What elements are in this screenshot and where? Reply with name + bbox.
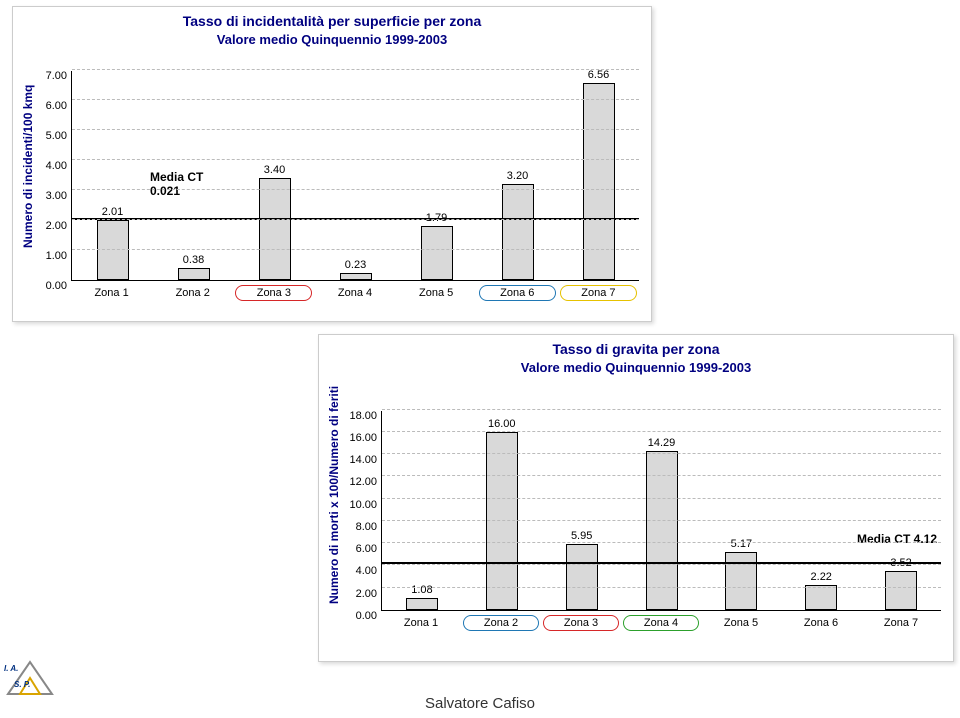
bar — [725, 552, 757, 609]
xtick-label: Zona 3 — [543, 615, 619, 631]
bar-col: 1.08 — [382, 584, 462, 610]
chart-incidentalita: Tasso di incidentalità per superficie pe… — [12, 6, 652, 322]
bar-col: 2.01 — [72, 206, 153, 280]
grid-line — [382, 564, 941, 565]
bar-value-label: 5.95 — [571, 530, 592, 542]
bar-col: 5.17 — [701, 538, 781, 609]
grid-line — [382, 542, 941, 543]
chart1-plot: 2.01 0.38 3.40 0.23 1.79 3.20 6.56 Media CT0.0… — [71, 71, 639, 281]
grid-line — [72, 219, 639, 220]
bar-col: 14.29 — [622, 437, 702, 610]
bar-value-label: 0.38 — [183, 254, 204, 266]
xtick-label: Zona 1 — [73, 285, 150, 301]
bar-col: 0.38 — [153, 254, 234, 279]
chart1-media-label: Media CT0.021 — [150, 171, 203, 197]
bar — [566, 544, 598, 610]
xtick-label: Zona 4 — [316, 285, 393, 301]
grid-line — [72, 159, 639, 160]
grid-line — [382, 520, 941, 521]
chart1-plot-wrap: Numero di incidenti/100 kmq 0.001.002.00… — [13, 51, 651, 281]
bar-value-label: 3.40 — [264, 164, 285, 176]
bar-value-label: 2.01 — [102, 206, 123, 218]
xtick-label: Zona 2 — [463, 615, 539, 631]
chart2-ylabel: Numero di morti x 100/Numero di feriti — [325, 379, 343, 611]
chart1-xticks: Zona 1Zona 2Zona 3Zona 4 Zona 5Zona 6Zona… — [71, 281, 639, 301]
bar-col: 16.00 — [462, 418, 542, 610]
bar — [259, 178, 291, 280]
bar — [885, 571, 917, 610]
chart1-yticks: 0.001.002.003.004.005.006.007.00 — [37, 71, 71, 281]
chart-gravita: Tasso di gravita per zona Valore medio Q… — [318, 334, 954, 662]
bar-col: 1.79 — [396, 212, 477, 280]
grid-line — [72, 249, 639, 250]
grid-line — [382, 587, 941, 588]
chart2-xticks: Zona 1Zona 2Zona 3Zona 4Zona 5Zona 6Zona… — [381, 611, 941, 631]
bar — [502, 184, 534, 280]
xtick-label: Zona 7 — [560, 285, 637, 301]
chart2-title-l1: Tasso di gravita per zona — [319, 335, 953, 360]
grid-line — [382, 409, 941, 410]
chart1-media-l2: 0.021 — [150, 184, 180, 198]
xtick-label: Zona 6 — [783, 615, 859, 631]
xtick-label: Zona 6 — [479, 285, 556, 301]
grid-line — [72, 189, 639, 190]
bar-value-label: 6.56 — [588, 69, 609, 81]
bar-value-label: 3.20 — [507, 170, 528, 182]
logo-text-top: I. A. — [4, 664, 18, 673]
xtick-label: Zona 1 — [383, 615, 459, 631]
xtick-label: Zona 2 — [154, 285, 231, 301]
bar-value-label: 0.23 — [345, 259, 366, 271]
grid-line — [72, 69, 639, 70]
chart1-ylabel: Numero di incidenti/100 kmq — [19, 51, 37, 281]
bar-col: 2.22 — [781, 571, 861, 610]
bar — [583, 83, 615, 280]
bar — [421, 226, 453, 280]
xtick-label: Zona 3 — [235, 285, 312, 301]
chart1-title-l1: Tasso di incidentalità per superficie pe… — [13, 7, 651, 32]
bar-col: 3.40 — [234, 164, 315, 280]
grid-line — [72, 99, 639, 100]
bar — [340, 273, 372, 280]
xtick-label: Zona 4 — [623, 615, 699, 631]
xtick-label: Zona 5 — [398, 285, 475, 301]
logo-iasp: I. A. S. P. — [6, 656, 54, 696]
xtick-label: Zona 7 — [863, 615, 939, 631]
logo-text-bot: S. P. — [14, 680, 30, 689]
chart2-media-label: Media CT 4.12 — [857, 532, 937, 546]
chart2-bars: 1.0816.005.9514.295.172.223.52 — [382, 411, 941, 610]
bar — [805, 585, 837, 610]
chart2-yticks: 0.002.004.006.008.0010.0012.0014.0016.00… — [343, 411, 381, 611]
chart2-plot-wrap: Numero di morti x 100/Numero di feriti 0… — [319, 379, 953, 611]
bar-value-label: 16.00 — [488, 418, 516, 430]
chart1-title-l2: Valore medio Quinquennio 1999-2003 — [13, 32, 651, 51]
bar-value-label: 2.22 — [811, 571, 832, 583]
bar — [406, 598, 438, 610]
bar — [178, 268, 210, 279]
bar-value-label: 14.29 — [648, 437, 676, 449]
grid-line — [382, 475, 941, 476]
chart2-plot: 1.0816.005.9514.295.172.223.52 Media CT … — [381, 411, 941, 611]
grid-line — [382, 498, 941, 499]
grid-line — [382, 453, 941, 454]
grid-line — [382, 431, 941, 432]
bar-value-label: 5.17 — [731, 538, 752, 550]
bar-col: 0.23 — [315, 259, 396, 280]
chart1-media-l1: Media CT — [150, 170, 203, 184]
chart2-title-l2: Valore medio Quinquennio 1999-2003 — [319, 360, 953, 379]
bar-col: 3.20 — [477, 170, 558, 280]
grid-line — [72, 129, 639, 130]
footer-author: Salvatore Cafiso — [425, 695, 535, 712]
xtick-label: Zona 5 — [703, 615, 779, 631]
